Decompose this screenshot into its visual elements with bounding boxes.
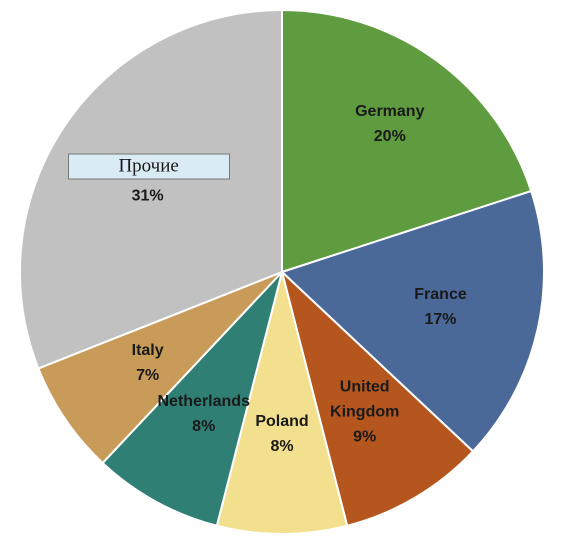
slice-label: Netherlands 8% xyxy=(144,389,264,439)
pie-slice xyxy=(37,271,283,465)
value-label: 9% xyxy=(353,428,377,446)
category-label: Poland xyxy=(255,413,309,431)
slice-label: Poland 8% xyxy=(222,409,342,459)
category-label: United Kingdom xyxy=(330,378,400,421)
value-label: 8% xyxy=(270,438,294,456)
value-label: 8% xyxy=(192,418,216,436)
slice-label: France 17% xyxy=(381,282,501,332)
slice-label: United Kingdom 9% xyxy=(305,374,425,449)
pie-slice xyxy=(215,271,349,535)
value-label: 20% xyxy=(373,127,406,145)
pie-slice xyxy=(280,189,545,453)
pie-slice xyxy=(101,271,283,527)
pie-slice xyxy=(281,8,533,274)
slice-label: Italy 7% xyxy=(88,338,208,388)
category-label: Germany xyxy=(355,102,425,120)
pie-slice xyxy=(280,268,475,527)
category-label: Прочие xyxy=(67,153,230,180)
slice-label: Germany 20% xyxy=(330,99,450,149)
value-label: 17% xyxy=(424,311,457,329)
category-label: Italy xyxy=(131,342,164,360)
category-label: Netherlands xyxy=(157,393,250,411)
slice-label: Прочие 31% xyxy=(67,153,230,208)
category-label: France xyxy=(414,286,467,304)
value-label: 31% xyxy=(131,187,164,205)
value-label: 7% xyxy=(136,367,160,385)
pie-slice xyxy=(19,8,283,370)
